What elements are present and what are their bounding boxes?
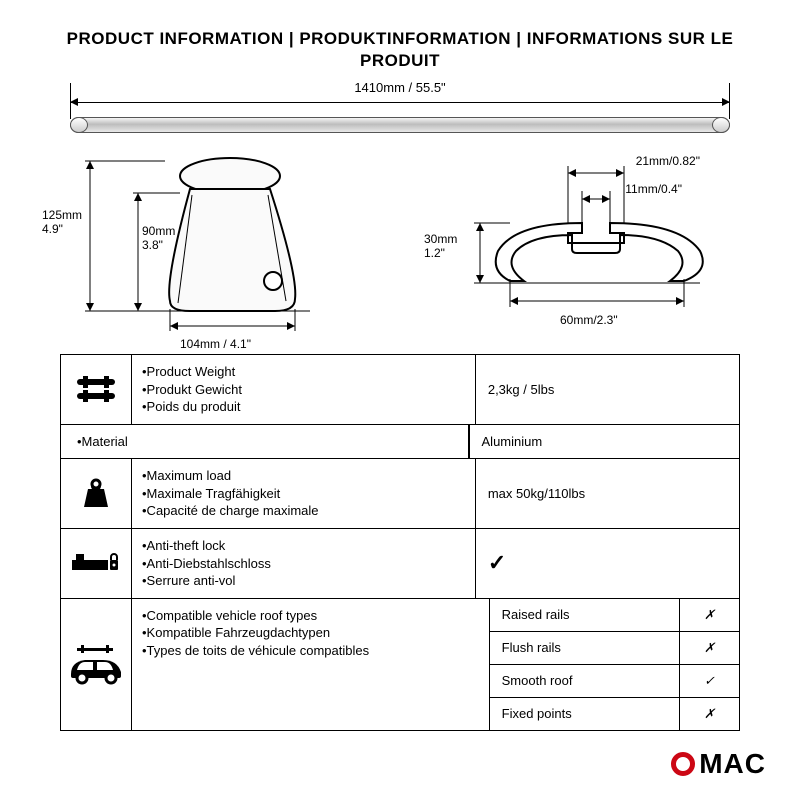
label: •Product Weight <box>142 363 465 381</box>
profile-slot-width: 21mm/0.82" <box>636 155 700 169</box>
rail-length-dimension: 1410mm / 55.5" <box>0 80 800 95</box>
foot-diagram: 125mm4.9" 90mm3.8" 104mm / 4.1" <box>60 151 380 336</box>
car-icon <box>61 599 131 730</box>
label: •Produkt Gewicht <box>142 381 465 399</box>
label: •Maximum load <box>142 467 465 485</box>
profile-diagram: 21mm/0.82" 11mm/0.4" 30mm1.2" 60mm/2.3" <box>420 151 740 336</box>
label: •Anti-Diebstahlschloss <box>142 555 465 573</box>
compat-fixed-points: Fixed points ✗ <box>490 697 739 730</box>
row-weight: •Product Weight •Produkt Gewicht •Poids … <box>61 355 739 424</box>
compat-raised-rails: Raised rails ✗ <box>490 599 739 631</box>
logo-o-icon <box>671 752 695 776</box>
label: •Capacité de charge maximale <box>142 502 465 520</box>
profile-width: 60mm/2.3" <box>560 314 618 328</box>
weight-icon <box>61 355 131 424</box>
brand-logo: MAC <box>671 748 766 780</box>
foot-height-outer: 125mm4.9" <box>42 209 82 237</box>
label: •Anti-theft lock <box>142 537 465 555</box>
label: •Types de toits de véhicule compatibles <box>142 642 479 660</box>
foot-width: 104mm / 4.1" <box>180 338 251 352</box>
label: •Serrure anti-vol <box>142 572 465 590</box>
row-material: •Material Aluminium <box>61 424 739 459</box>
label: •Compatible vehicle roof types <box>142 607 479 625</box>
rail-bar-illustration <box>70 117 730 133</box>
value-material: Aluminium <box>469 425 739 459</box>
compat-flush-rails: Flush rails ✗ <box>490 631 739 664</box>
lock-icon <box>61 529 131 598</box>
compat-smooth-roof: Smooth roof ✓ <box>490 664 739 697</box>
label: •Kompatible Fahrzeugdachtypen <box>142 624 479 642</box>
page-title: PRODUCT INFORMATION | PRODUKTINFORMATION… <box>0 0 800 76</box>
value-weight: 2,3kg / 5lbs <box>476 355 739 424</box>
maxload-icon <box>61 459 131 528</box>
row-lock: •Anti-theft lock •Anti-Diebstahlschloss … <box>61 528 739 598</box>
label: •Maximale Tragfähigkeit <box>142 485 465 503</box>
profile-height: 30mm1.2" <box>424 233 457 261</box>
label: •Poids du produit <box>142 398 465 416</box>
foot-height-inner: 90mm3.8" <box>142 225 175 253</box>
value-lock: ✓ <box>476 529 739 598</box>
row-maxload: •Maximum load •Maximale Tragfähigkeit •C… <box>61 458 739 528</box>
row-compat: •Compatible vehicle roof types •Kompatib… <box>61 598 739 730</box>
value-maxload: max 50kg/110lbs <box>476 459 739 528</box>
label: •Material <box>77 433 458 451</box>
rail-length-dim-line <box>70 97 730 107</box>
spec-table: •Product Weight •Produkt Gewicht •Poids … <box>60 354 740 730</box>
profile-slot-gap: 11mm/0.4" <box>625 183 682 197</box>
